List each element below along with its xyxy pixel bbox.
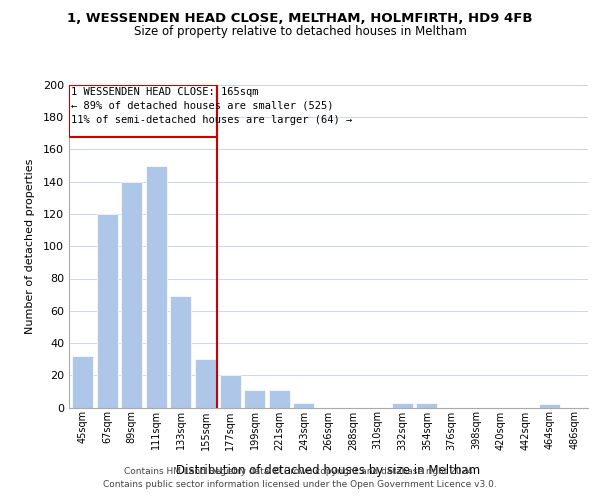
FancyBboxPatch shape <box>69 85 217 136</box>
Text: 1 WESSENDEN HEAD CLOSE: 165sqm
← 89% of detached houses are smaller (525)
11% of: 1 WESSENDEN HEAD CLOSE: 165sqm ← 89% of … <box>71 86 353 124</box>
Bar <box>269 390 290 407</box>
Bar <box>392 402 413 407</box>
Text: Contains HM Land Registry data © Crown copyright and database right 2024.: Contains HM Land Registry data © Crown c… <box>124 467 476 476</box>
X-axis label: Distribution of detached houses by size in Meltham: Distribution of detached houses by size … <box>176 464 481 476</box>
Bar <box>72 356 93 408</box>
Bar <box>539 404 560 407</box>
Bar <box>121 182 142 408</box>
Text: Size of property relative to detached houses in Meltham: Size of property relative to detached ho… <box>134 25 466 38</box>
Bar <box>416 402 437 407</box>
Bar <box>293 402 314 407</box>
Bar <box>97 214 118 408</box>
Y-axis label: Number of detached properties: Number of detached properties <box>25 158 35 334</box>
Bar <box>146 166 167 408</box>
Bar <box>170 296 191 408</box>
Bar <box>195 359 216 408</box>
Bar <box>244 390 265 407</box>
Text: 1, WESSENDEN HEAD CLOSE, MELTHAM, HOLMFIRTH, HD9 4FB: 1, WESSENDEN HEAD CLOSE, MELTHAM, HOLMFI… <box>67 12 533 26</box>
Bar <box>220 375 241 408</box>
Text: Contains public sector information licensed under the Open Government Licence v3: Contains public sector information licen… <box>103 480 497 489</box>
